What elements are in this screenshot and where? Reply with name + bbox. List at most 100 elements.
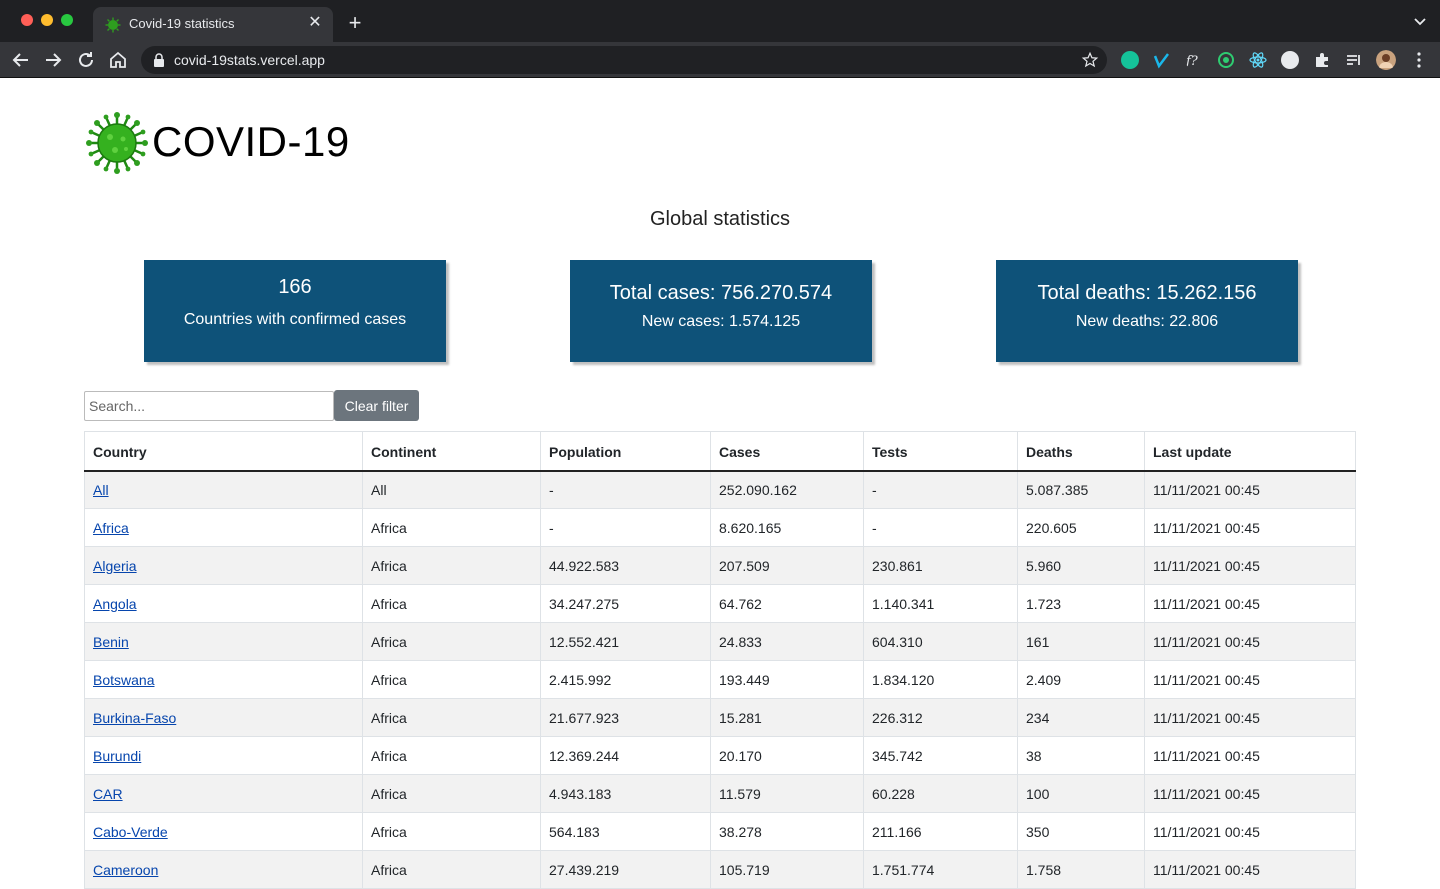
close-window-button[interactable] bbox=[21, 14, 33, 26]
total-cases-card: Total cases: 756.270.574 New cases: 1.57… bbox=[570, 260, 872, 362]
tab-close-icon[interactable]: ✕ bbox=[308, 14, 322, 31]
table-cell: All bbox=[362, 470, 541, 509]
table-cell: 11/11/2021 00:45 bbox=[1144, 508, 1356, 547]
table-cell: Botswana bbox=[84, 660, 363, 699]
column-header-continent[interactable]: Continent bbox=[362, 431, 541, 472]
circle-extension-icon[interactable] bbox=[1281, 51, 1299, 69]
browser-menu-icon[interactable] bbox=[1410, 51, 1428, 69]
url-text: covid-19stats.vercel.app bbox=[174, 52, 325, 68]
table-cell: 11/11/2021 00:45 bbox=[1144, 546, 1356, 585]
country-link[interactable]: Burkina-Faso bbox=[93, 709, 177, 726]
table-cell: 15.281 bbox=[710, 698, 864, 737]
table-cell: 193.449 bbox=[710, 660, 864, 699]
table-cell: 44.922.583 bbox=[540, 546, 711, 585]
maximize-window-button[interactable] bbox=[61, 14, 73, 26]
table-cell: 11/11/2021 00:45 bbox=[1144, 812, 1356, 851]
tab-search-chevron-icon[interactable] bbox=[1412, 13, 1428, 29]
column-header-last-update[interactable]: Last update bbox=[1144, 431, 1356, 472]
table-cell: 20.170 bbox=[710, 736, 864, 775]
country-link[interactable]: CAR bbox=[93, 785, 123, 802]
table-cell: 60.228 bbox=[863, 774, 1018, 813]
table-cell: 34.247.275 bbox=[540, 584, 711, 623]
table-cell: Africa bbox=[362, 622, 541, 661]
country-link[interactable]: All bbox=[93, 481, 109, 498]
table-cell: 1.758 bbox=[1017, 850, 1145, 889]
target-extension-icon[interactable] bbox=[1217, 51, 1235, 69]
table-cell: 211.166 bbox=[863, 812, 1018, 851]
country-link[interactable]: Botswana bbox=[93, 671, 155, 688]
country-link[interactable]: Burundi bbox=[93, 747, 142, 764]
minimize-window-button[interactable] bbox=[41, 14, 53, 26]
country-link[interactable]: Africa bbox=[93, 519, 129, 536]
table-cell: 38 bbox=[1017, 736, 1145, 775]
new-cases: New cases: 1.574.125 bbox=[641, 313, 801, 330]
virus-favicon-icon bbox=[105, 17, 121, 33]
extensions-puzzle-icon[interactable] bbox=[1313, 51, 1331, 69]
countries-card: 166 Countries with confirmed cases bbox=[144, 260, 446, 362]
country-link[interactable]: Cabo-Verde bbox=[93, 823, 168, 840]
svg-text:f?: f? bbox=[1185, 54, 1199, 69]
table-cell: 12.369.244 bbox=[540, 736, 711, 775]
forward-arrow-icon[interactable] bbox=[41, 48, 65, 72]
table-cell: Angola bbox=[84, 584, 363, 623]
table-row: CAR Africa 4.943.183 11.579 60.228 100 11/11/2… bbox=[84, 774, 1356, 813]
react-devtools-extension-icon[interactable] bbox=[1249, 51, 1267, 69]
clear-filter-button[interactable]: Clear filter bbox=[334, 390, 419, 421]
column-header-tests[interactable]: Tests bbox=[863, 431, 1018, 472]
statistics-table: Country Continent Population Cases Tests… bbox=[84, 431, 1356, 889]
new-tab-icon[interactable]: + bbox=[348, 10, 362, 35]
table-cell: - bbox=[540, 508, 711, 547]
countries-label: Countries with confirmed cases bbox=[183, 311, 407, 328]
table-row: Burundi Africa 12.369.244 20.170 345.742 38 11… bbox=[84, 736, 1356, 775]
table-row: Burkina-Faso Africa 21.677.923 15.281 226.31… bbox=[84, 698, 1356, 737]
column-header-population[interactable]: Population bbox=[540, 431, 711, 472]
table-cell: Africa bbox=[84, 508, 363, 547]
table-cell: Africa bbox=[362, 508, 541, 547]
table-row: All All -252.090.162-5.087.385 11/11/2021 0… bbox=[84, 470, 1356, 509]
total-deaths: Total deaths: 15.262.156 bbox=[1037, 282, 1257, 304]
table-cell: All bbox=[84, 470, 363, 509]
table-cell: Africa bbox=[362, 698, 541, 737]
table-cell: Burkina-Faso bbox=[84, 698, 363, 737]
table-row: Botswana Africa 2.415.992 193.449 1.834.120 2… bbox=[84, 660, 1356, 699]
table-cell: - bbox=[863, 470, 1018, 509]
browser-tab[interactable]: Covid-19 statistics ✕ bbox=[93, 7, 333, 42]
country-link[interactable]: Algeria bbox=[93, 557, 137, 574]
site-title: COVID-19 bbox=[152, 118, 350, 165]
table-cell: 234 bbox=[1017, 698, 1145, 737]
table-cell: 11/11/2021 00:45 bbox=[1144, 736, 1356, 775]
profile-avatar-icon[interactable] bbox=[1376, 50, 1396, 70]
bookmark-star-icon[interactable] bbox=[1081, 51, 1099, 69]
table-cell: Benin bbox=[84, 622, 363, 661]
reload-icon[interactable] bbox=[74, 48, 98, 72]
back-arrow-icon[interactable] bbox=[9, 48, 33, 72]
media-queue-icon[interactable] bbox=[1345, 51, 1363, 69]
table-row: Africa Africa -8.620.165-220.605 11/11/2021… bbox=[84, 508, 1356, 547]
countries-count: 166 bbox=[278, 276, 312, 298]
column-header-deaths[interactable]: Deaths bbox=[1017, 431, 1145, 472]
grammarly-extension-icon[interactable] bbox=[1121, 51, 1139, 69]
table-cell: 1.834.120 bbox=[863, 660, 1018, 699]
table-cell: 5.087.385 bbox=[1017, 470, 1145, 509]
search-input[interactable] bbox=[84, 391, 334, 421]
table-cell: Algeria bbox=[84, 546, 363, 585]
coronavirus-logo-icon bbox=[86, 112, 148, 174]
home-icon[interactable] bbox=[106, 48, 130, 72]
country-link[interactable]: Cameroon bbox=[93, 861, 159, 878]
table-cell: 161 bbox=[1017, 622, 1145, 661]
country-link[interactable]: Benin bbox=[93, 633, 129, 650]
vimeo-extension-icon[interactable] bbox=[1153, 51, 1171, 69]
table-cell: 24.833 bbox=[710, 622, 864, 661]
table-cell: 105.719 bbox=[710, 850, 864, 889]
total-cases: Total cases: 756.270.574 bbox=[609, 282, 833, 304]
table-cell: 1.723 bbox=[1017, 584, 1145, 623]
column-header-country[interactable]: Country bbox=[84, 431, 363, 472]
browser-toolbar: covid-19stats.vercel.app f? bbox=[0, 42, 1440, 78]
table-cell: 27.439.219 bbox=[540, 850, 711, 889]
table-cell: 21.677.923 bbox=[540, 698, 711, 737]
column-header-cases[interactable]: Cases bbox=[710, 431, 864, 472]
country-link[interactable]: Angola bbox=[93, 595, 137, 612]
address-bar[interactable]: covid-19stats.vercel.app bbox=[141, 46, 1107, 74]
font-finder-extension-icon[interactable]: f? bbox=[1185, 51, 1203, 69]
table-row: Algeria Africa 44.922.583 207.509 230.861 5.9… bbox=[84, 546, 1356, 585]
